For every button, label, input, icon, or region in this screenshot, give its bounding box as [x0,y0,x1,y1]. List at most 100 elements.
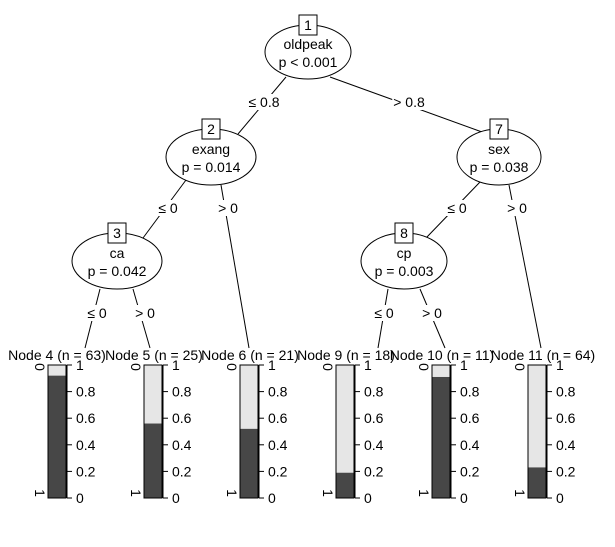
edge-label-bg [373,305,395,321]
bar-segment-class-1 [48,375,66,498]
edge-label-3-4: ≤ 0 [87,305,107,321]
bar-axis-tick-label: 0.6 [460,410,480,426]
bar-axis-tick-label: 0.8 [460,384,480,400]
bar-frame [335,364,355,499]
class-label-0: 0 [128,363,144,371]
class-label-1: 1 [512,489,528,497]
class-label-1: 1 [128,489,144,497]
bar-frame [47,364,67,499]
bar-axis-tick-label: 0.2 [364,463,384,479]
class-label-1: 1 [320,489,336,497]
bar-axis-tick-label: 0.4 [172,437,192,453]
node-id-label: 1 [304,17,312,33]
edge-label-bg [134,305,157,321]
node-variable-label: oldpeak [283,36,333,52]
nodes-layer: oldpeak p < 0.001 1 exang p = 0.014 2 ca p = 0.… [71,14,542,290]
bar-axis-tick-label: 0 [172,490,180,506]
bar-axis-tick-label: 0.4 [460,437,480,453]
bar-axis-tick-label: 1 [76,357,84,373]
bar-frame [143,364,163,499]
edge-label-bg [392,94,426,110]
bar-axis-tick-label: 0 [76,490,84,506]
class-label-0: 0 [512,363,528,371]
bar-axis-tick-label: 0.6 [172,410,192,426]
node-variable-label: exang [192,141,230,157]
edge-label-2-3: ≤ 0 [158,200,178,216]
node-pvalue-label: p = 0.014 [182,159,241,175]
bar-axis-tick-label: 0.2 [556,463,576,479]
bar-axis-tick-label: 0.8 [172,384,192,400]
class-label-0: 0 [32,363,48,371]
node-id-box [107,222,127,244]
class-label-0: 0 [224,363,240,371]
bar-axis-tick-label: 0.4 [364,437,384,453]
bar-segment-class-1 [528,467,546,498]
edge-label-7-8: ≤ 0 [447,200,467,216]
bar-segment-class-0 [240,365,258,429]
edge-label-bg [217,200,240,216]
bar-axis-tick-label: 0.2 [76,463,96,479]
bar-segment-class-0 [336,365,354,473]
edge-label-bg [86,305,108,321]
bar-axis-tick-label: 0.6 [556,410,576,426]
edge-label-2-6: > 0 [218,200,238,216]
edge-label-1-2: ≤ 0.8 [248,94,279,110]
terminal-node-title: Node 9 (n = 18) [297,347,395,363]
bar-segment-class-1 [144,423,162,498]
bar-axis-tick-label: 1 [460,357,468,373]
class-label-1: 1 [32,489,48,497]
class-label-1: 1 [416,489,432,497]
terminal-node-title: Node 4 (n = 63) [8,347,106,363]
bar-axis-tick-label: 0 [364,490,372,506]
edge-label-bg [157,200,179,216]
node-pvalue-label: p = 0.042 [88,263,147,279]
node-id-box [489,118,509,140]
bar-axis-tick-label: 0.4 [76,437,96,453]
bar-axis-tick-label: 0.2 [172,463,192,479]
terminal-node-title: Node 10 (n = 11) [390,347,494,363]
bar-axis-tick-label: 0.8 [268,384,288,400]
node-variable-label: sex [488,141,510,157]
bar-segment-class-1 [336,472,354,498]
node-id-label: 8 [400,225,408,241]
edge-label-8-10: > 0 [422,305,442,321]
bar-axis-tick-label: 0 [268,490,276,506]
bar-segment-class-0 [528,365,546,468]
edge-label-bg [421,305,444,321]
inner-node-8: cp p = 0.003 8 [360,222,448,290]
terminal-node-title: Node 5 (n = 25) [105,347,203,363]
edge-label-bg [506,200,529,216]
node-id-label: 7 [495,121,503,137]
inner-node-3: ca p = 0.042 3 [71,222,163,290]
inner-node-7: sex p = 0.038 7 [456,118,542,186]
bar-axis-tick-label: 0.8 [364,384,384,400]
node-variable-label: ca [110,245,125,261]
node-pvalue-label: p < 0.001 [279,54,338,70]
inner-node-1: oldpeak p < 0.001 1 [264,14,352,80]
node-id-box [394,222,414,244]
edge-label-8-9: ≤ 0 [374,305,394,321]
bar-segment-class-0 [432,365,450,377]
bar-axis-tick-label: 0.8 [556,384,576,400]
bar-axis-tick-label: 0 [460,490,468,506]
bar-axis-tick-label: 1 [556,357,564,373]
node-id-box [201,118,221,140]
terminal-node-title: Node 6 (n = 21) [201,347,299,363]
edge-label-1-7: > 0.8 [393,94,425,110]
bar-segment-class-1 [240,428,258,498]
class-label-0: 0 [320,363,336,371]
edges-layer: ≤ 0.8 > 0.8 ≤ 0 > 0 ≤ 0 > 0 ≤ 0 > 0 ≤ 0 > 0 [84,76,542,349]
node-id-box [298,14,318,36]
node-pvalue-label: p = 0.038 [470,159,529,175]
node-pvalue-label: p = 0.003 [375,263,434,279]
bar-axis-tick-label: 0.4 [268,437,288,453]
bar-axis-tick-label: 1 [364,357,372,373]
bar-axis-tick-label: 0.6 [76,410,96,426]
terminal-node-title: Node 11 (n = 64) [491,347,595,363]
